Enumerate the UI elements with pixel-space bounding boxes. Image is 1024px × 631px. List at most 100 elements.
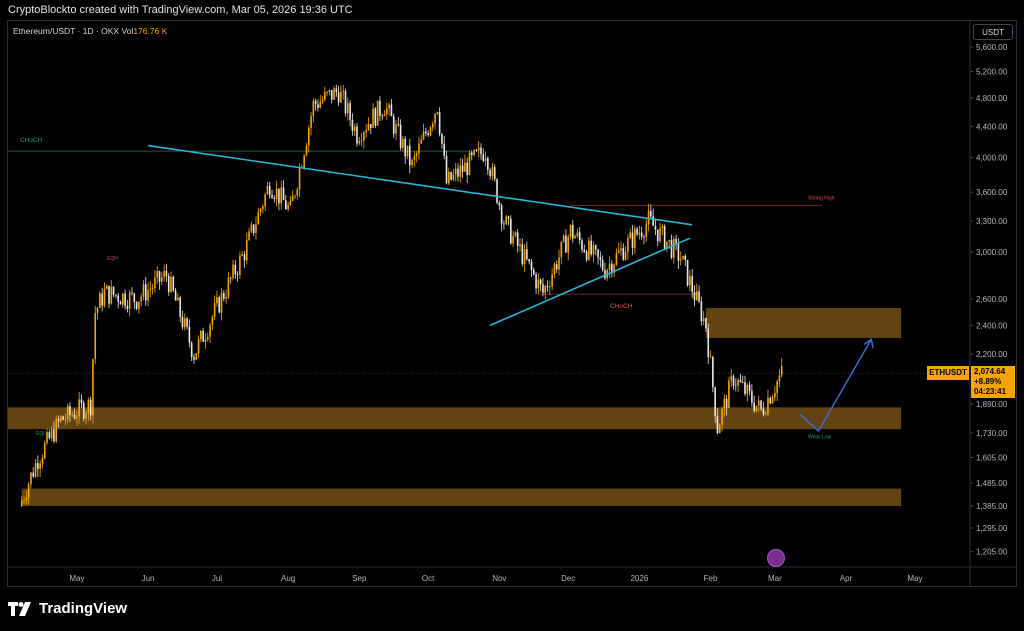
lightning-icon[interactable] [767, 549, 785, 567]
candle-body [640, 232, 643, 237]
candle-body [698, 291, 700, 302]
candle-body [709, 356, 712, 358]
candle-body [78, 399, 80, 417]
zone-2 [21, 488, 902, 506]
time-axis-tick: Feb [704, 574, 718, 583]
candle-body [489, 170, 491, 177]
candle-body [25, 498, 28, 501]
currency-button[interactable]: USDT [973, 24, 1013, 40]
candle-body [608, 263, 611, 270]
candle-body [66, 405, 69, 420]
candle-body [622, 248, 625, 260]
candle-body [666, 241, 668, 250]
candle-body [585, 251, 588, 260]
candle-body [303, 155, 305, 168]
candle-body [427, 133, 429, 136]
candle-body [516, 232, 519, 247]
time-axis-tick: 2026 [630, 574, 648, 583]
price-axis-tick: 1,485.00 [976, 479, 1008, 488]
candle-body [560, 241, 563, 258]
candle-body [264, 194, 266, 207]
candle-body [200, 330, 202, 340]
candle-body [611, 263, 613, 273]
chart-frame [7, 20, 1017, 587]
candle-body [181, 316, 184, 328]
candle-body [461, 165, 464, 172]
annotation-choch-mid: CHoCH [610, 303, 633, 310]
candle-body [39, 463, 41, 470]
candle-body [32, 472, 35, 477]
candle-body [241, 254, 243, 256]
candle-body [434, 113, 436, 124]
candle-body [144, 284, 147, 301]
candle-body [714, 387, 716, 417]
candle-body [365, 130, 367, 133]
candle-body [328, 90, 331, 93]
trendline-ascending [489, 237, 691, 327]
candle-body [519, 244, 521, 247]
candle-body [748, 384, 751, 391]
candle-body [376, 100, 379, 126]
candle-body [105, 285, 108, 290]
time-axis-tick: May [907, 574, 922, 583]
candle-body [223, 293, 225, 299]
candle-body [353, 126, 356, 131]
candle-body [739, 379, 742, 382]
candle-body [753, 402, 755, 411]
candle-body [569, 225, 572, 237]
symbol-name: Ethereum/USDT · 1D · OKX [13, 26, 120, 36]
candle-body [774, 393, 776, 398]
candle-body [337, 92, 340, 103]
candle-body [562, 235, 565, 242]
symbol-legend[interactable]: Ethereum/USDT · 1D · OKX Vol176.76 K [13, 26, 167, 36]
candle-body [661, 226, 664, 228]
candle-body [314, 100, 317, 105]
candle-body [330, 90, 333, 100]
candle-body [190, 342, 193, 358]
time-axis-tick: Aug [281, 574, 295, 583]
candle-body [746, 384, 749, 394]
candle-body [466, 162, 468, 175]
candle-body [395, 124, 397, 134]
candle-body [156, 271, 159, 278]
candle-body [707, 328, 710, 358]
candle-body [408, 145, 411, 166]
candle-body [305, 145, 308, 156]
candle-body [454, 168, 457, 175]
candle-body [195, 353, 198, 360]
candle-body [386, 108, 388, 115]
price-axis-tick: 1,205.00 [976, 548, 1008, 557]
candle-body [730, 376, 733, 381]
candle-body [712, 356, 714, 388]
annotation-eql: EQL [36, 431, 46, 437]
candle-body [757, 400, 760, 406]
candle-body [590, 240, 592, 255]
candle-body [695, 291, 698, 301]
candle-body [677, 243, 680, 261]
candle-body [151, 287, 154, 289]
price-axis-tick: 3,300.00 [976, 217, 1008, 226]
candle-body [493, 167, 496, 180]
candle-body [154, 277, 156, 288]
candle-body [512, 235, 514, 244]
price-axis-tick: 1,730.00 [976, 429, 1008, 438]
candle-body [549, 286, 551, 288]
candle-body [124, 293, 126, 306]
candle-body [399, 124, 402, 148]
candle-body [448, 171, 450, 184]
candle-body [23, 500, 25, 501]
candle-body [216, 297, 218, 304]
candle-body [163, 270, 165, 278]
candle-body [142, 284, 145, 297]
candle-body [335, 88, 338, 93]
candle-body [767, 397, 769, 414]
candle-body [487, 158, 489, 171]
candle-body [149, 288, 152, 290]
candle-body [546, 286, 549, 288]
time-axis-tick: Oct [422, 574, 435, 583]
candle-body [700, 301, 703, 322]
candle-body [498, 202, 501, 206]
candle-body [140, 296, 142, 302]
tradingview-logo[interactable]: TradingView [8, 600, 127, 617]
